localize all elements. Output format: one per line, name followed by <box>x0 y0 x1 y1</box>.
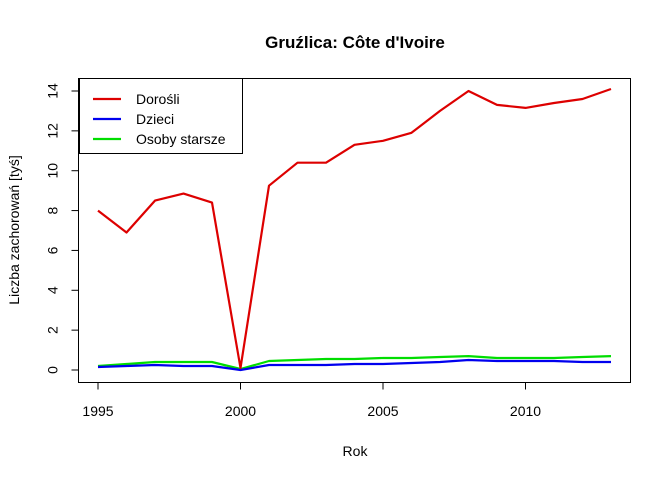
legend-label: Dorośli <box>136 91 180 107</box>
y-tick-label: 10 <box>45 163 61 179</box>
legend-label: Dzieci <box>136 111 174 127</box>
x-tick-label: 1995 <box>82 403 113 419</box>
x-tick-label: 2005 <box>367 403 398 419</box>
chart-title: Gruźlica: Côte d'Ivoire <box>265 33 445 52</box>
series-layer <box>97 87 612 372</box>
x-tick-label: 2010 <box>510 403 541 419</box>
x-axis: 1995 2000 2005 2010 <box>82 382 541 419</box>
legend: Dorośli Dzieci Osoby starsze <box>79 78 243 154</box>
y-tick-label: 4 <box>45 286 61 294</box>
y-tick-label: 8 <box>45 206 61 214</box>
y-tick-label: 0 <box>45 366 61 374</box>
series-line-3 <box>97 355 612 371</box>
legend-label: Osoby starsze <box>136 131 226 147</box>
y-tick-label: 14 <box>45 83 61 99</box>
y-axis-label: Liczba zachorowań [tyś] <box>6 155 22 304</box>
x-axis-label: Rok <box>343 443 369 459</box>
series-line-1 <box>97 87 612 370</box>
y-tick-label: 2 <box>45 326 61 334</box>
y-tick-label: 12 <box>45 123 61 139</box>
series-line-2 <box>97 358 611 372</box>
y-axis: 0 2 4 6 8 10 12 14 <box>45 83 79 374</box>
legend-box <box>79 78 243 154</box>
x-tick-label: 2000 <box>225 403 256 419</box>
y-tick-label: 6 <box>45 246 61 254</box>
